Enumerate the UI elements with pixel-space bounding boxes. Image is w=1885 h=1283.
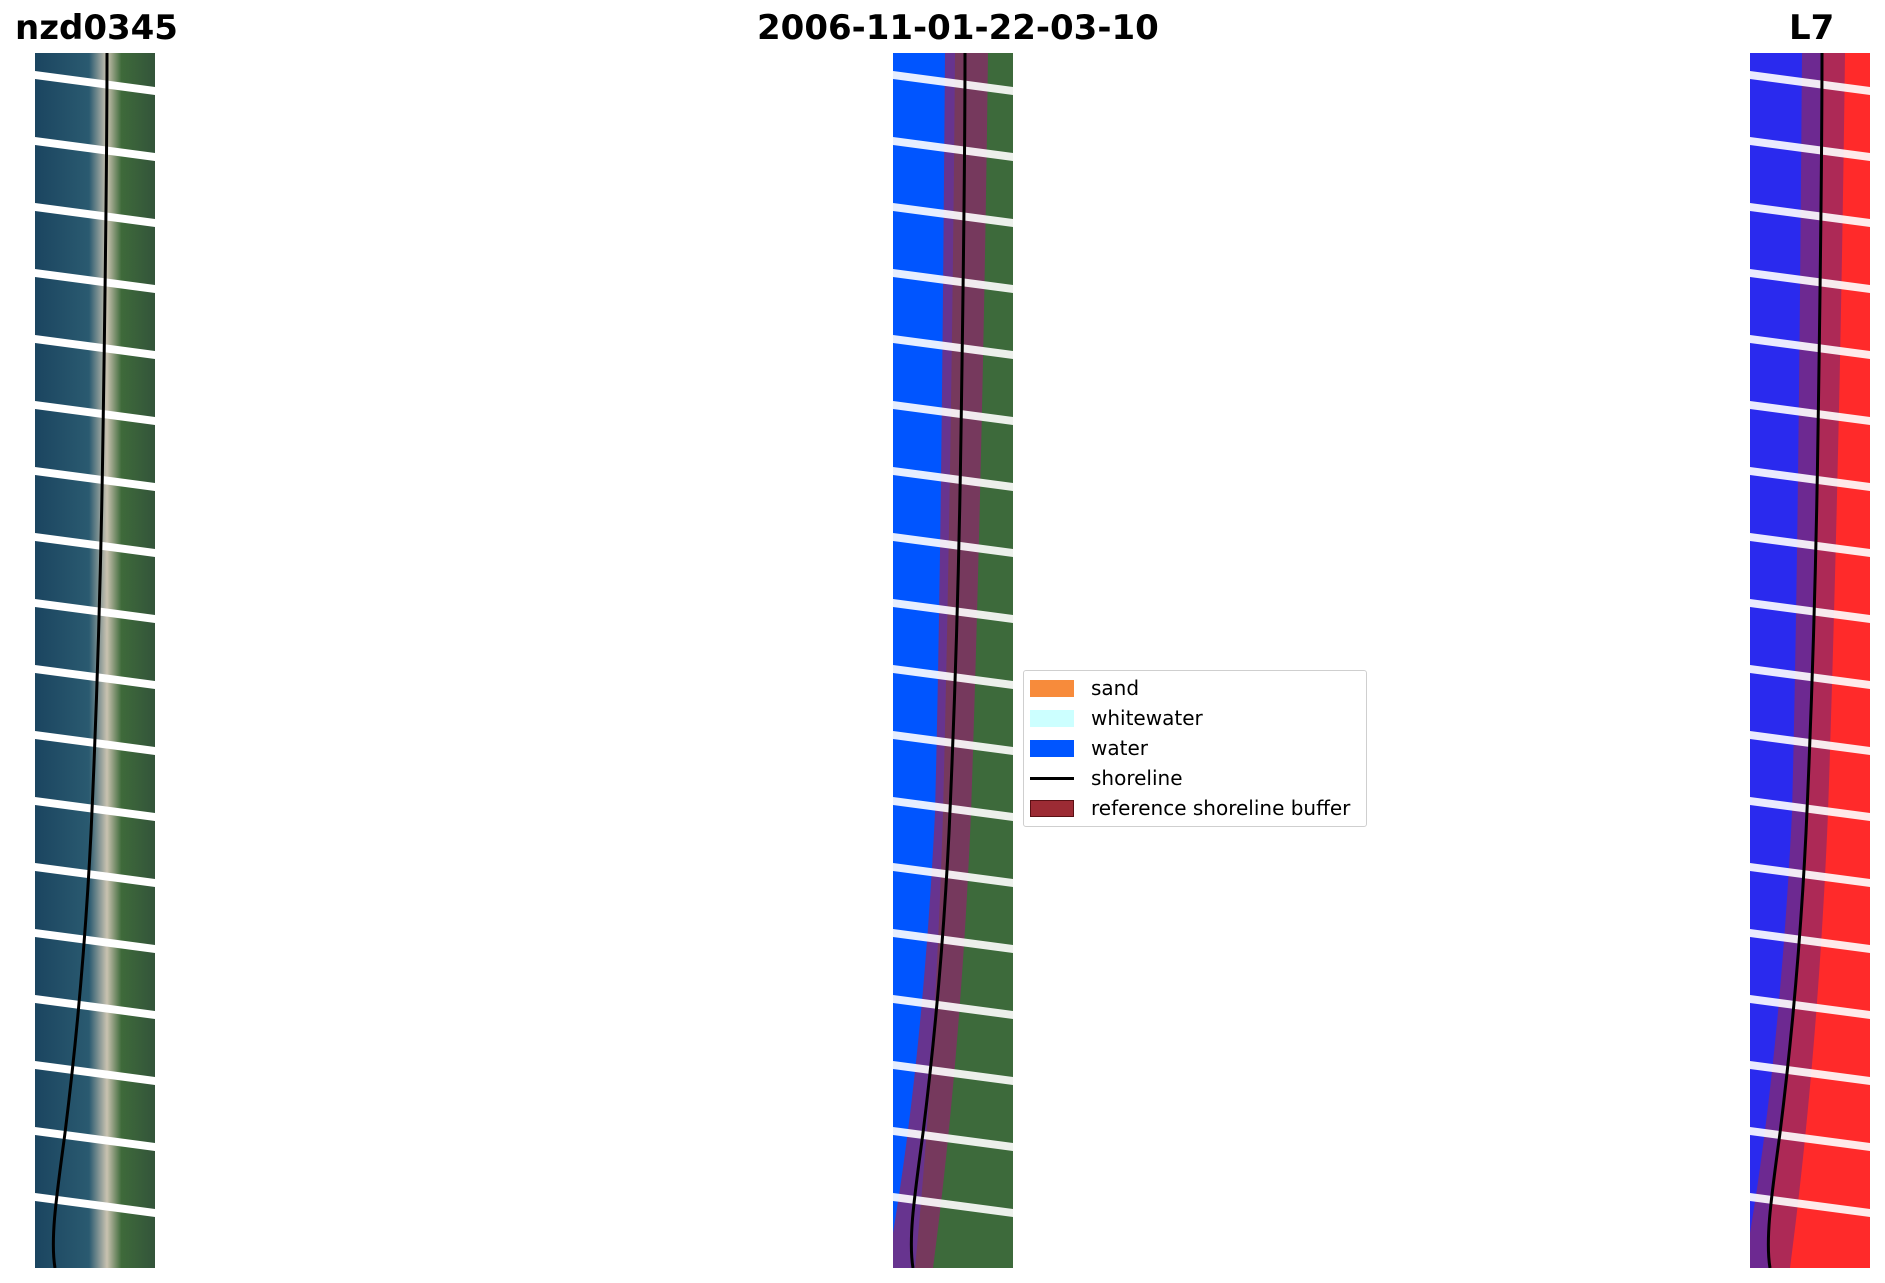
site-title: nzd0345 xyxy=(15,8,178,48)
water-area xyxy=(893,53,955,1268)
legend-label-whitewater: whitewater xyxy=(1091,706,1203,730)
mndwi-scan-gaps xyxy=(1750,71,1870,1217)
legend-item-sand: sand xyxy=(1030,676,1139,700)
reference-buffer xyxy=(893,53,988,1268)
legend-item-whitewater: whitewater xyxy=(1030,706,1203,730)
classified-image-panel xyxy=(893,53,1013,1268)
mndwi-image-panel xyxy=(1750,53,1870,1268)
mndwi-shoreline xyxy=(1766,53,1824,1268)
legend-item-shoreline: shoreline xyxy=(1030,766,1183,790)
buffer-swatch xyxy=(1030,799,1074,817)
legend-label-sand: sand xyxy=(1091,676,1140,700)
legend-label-water: water xyxy=(1091,736,1148,760)
classified-shoreline xyxy=(909,53,967,1268)
legend-label-buffer: reference shoreline buffer xyxy=(1091,796,1351,820)
legend-item-water: water xyxy=(1030,736,1148,760)
legend-item-buffer: reference shoreline buffer xyxy=(1030,796,1350,820)
rgb-background xyxy=(35,53,155,1268)
rgb-image-panel xyxy=(35,53,155,1268)
rgb-shoreline xyxy=(51,53,109,1268)
whitewater-swatch xyxy=(1030,709,1074,727)
water-swatch xyxy=(1030,739,1074,757)
sand-swatch xyxy=(1030,679,1074,697)
shoreline-swatch xyxy=(1030,770,1074,787)
legend: sand whitewater water shoreline referenc… xyxy=(1023,670,1367,827)
classified-scan-gaps xyxy=(893,71,1013,1217)
legend-label-shoreline: shoreline xyxy=(1091,766,1183,790)
satellite-title: L7 xyxy=(1789,8,1835,48)
mndwi-reference-buffer xyxy=(1750,53,1845,1268)
date-title: 2006-11-01-22-03-10 xyxy=(757,8,1159,48)
